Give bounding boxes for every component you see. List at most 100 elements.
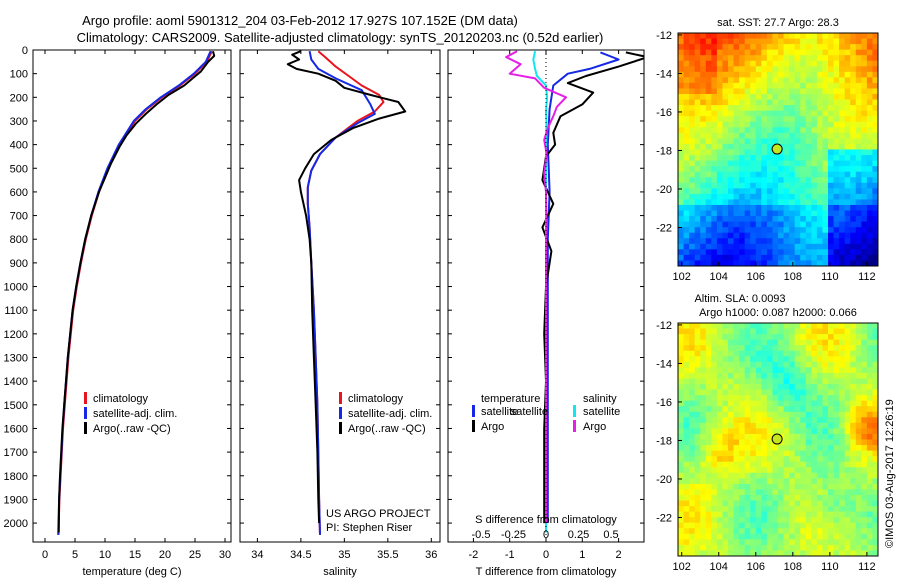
heatmap-cell <box>750 66 757 73</box>
heatmap-cell <box>733 450 740 457</box>
heatmap-cell <box>716 60 723 67</box>
heatmap-cell <box>778 461 784 468</box>
heatmap-cell <box>861 160 868 167</box>
heatmap-cell <box>811 489 818 496</box>
heatmap-cell <box>789 323 796 329</box>
heatmap-cell <box>855 450 862 457</box>
heatmap-cell <box>811 417 818 424</box>
heatmap-cell <box>755 210 762 217</box>
heatmap-cell <box>755 395 762 402</box>
heatmap-cell <box>733 149 740 156</box>
heatmap-cell <box>733 361 740 368</box>
heatmap-cell <box>761 143 768 150</box>
heatmap-cell <box>739 544 746 551</box>
heatmap-cell <box>811 339 818 346</box>
heatmap-cell <box>700 216 707 223</box>
heatmap-cell <box>716 160 723 167</box>
heatmap-cell <box>811 378 818 385</box>
heatmap-cell <box>844 350 851 357</box>
heatmap-cell <box>778 44 784 51</box>
heatmap-cell <box>855 361 862 368</box>
sla_map-lon-tick-label: 108 <box>784 561 802 573</box>
heatmap-cell <box>739 227 746 234</box>
heatmap-cell <box>700 483 707 490</box>
heatmap-cell <box>744 216 751 223</box>
heatmap-cell <box>733 472 740 479</box>
heatmap-cell <box>866 77 873 84</box>
heatmap-cell <box>816 160 823 167</box>
heatmap-cell <box>772 367 779 374</box>
heatmap-cell <box>739 138 746 145</box>
heatmap-cell <box>800 494 807 501</box>
heatmap-cell <box>789 182 796 189</box>
heatmap-cell <box>700 77 707 84</box>
heatmap-cell <box>694 99 701 106</box>
heatmap-cell <box>800 539 807 546</box>
heatmap-cell <box>744 254 751 261</box>
heatmap-cell <box>689 188 696 195</box>
heatmap-cell <box>700 395 707 402</box>
heatmap-cell <box>811 160 818 167</box>
heatmap-cell <box>728 384 734 390</box>
heatmap-cell <box>778 550 784 556</box>
heatmap-cell <box>744 467 751 474</box>
heatmap-cell <box>789 227 796 234</box>
heatmap-cell <box>728 88 734 95</box>
heatmap-cell <box>678 177 684 184</box>
heatmap-cell <box>744 166 751 173</box>
heatmap-cell <box>839 500 846 507</box>
heatmap-cell <box>844 232 851 239</box>
sla_map-lon-tick-label: 102 <box>673 561 691 573</box>
heatmap-cell <box>716 71 723 78</box>
heatmap-cell <box>744 345 751 352</box>
heatmap-cell <box>766 155 773 161</box>
heatmap-cell <box>811 461 818 468</box>
heatmap-cell <box>722 155 729 161</box>
heatmap-cell <box>689 166 696 173</box>
heatmap-cell <box>689 49 696 56</box>
heatmap-cell <box>772 511 779 518</box>
heatmap-cell <box>844 450 851 457</box>
heatmap-cell <box>794 361 801 368</box>
heatmap-cell <box>694 500 701 507</box>
heatmap-cell <box>778 55 784 62</box>
heatmap-cell <box>861 439 868 446</box>
heatmap-cell <box>705 60 712 67</box>
heatmap-cell <box>678 260 684 266</box>
heatmap-cell <box>750 71 757 78</box>
heatmap-cell <box>722 428 729 435</box>
heatmap-cell <box>839 221 846 228</box>
heatmap-cell <box>833 132 840 139</box>
heatmap-cell <box>766 472 773 479</box>
heatmap-cell <box>800 216 807 223</box>
heatmap-cell <box>839 94 846 100</box>
heatmap-cell <box>850 110 857 117</box>
heatmap-cell <box>855 550 862 556</box>
depth-tick-label: 600 <box>10 187 28 199</box>
heatmap-cell <box>755 60 762 67</box>
diff-legend-s-satellite-swatch <box>573 405 576 417</box>
heatmap-cell <box>828 55 834 62</box>
heatmap-cell <box>683 378 690 385</box>
heatmap-cell <box>855 417 862 424</box>
heatmap-cell <box>689 411 696 418</box>
heatmap-cell <box>839 249 846 256</box>
heatmap-cell <box>861 494 868 501</box>
heatmap-cell <box>772 494 779 501</box>
heatmap-cell <box>722 249 729 256</box>
heatmap-cell <box>716 472 723 479</box>
heatmap-cell <box>800 210 807 217</box>
heatmap-cell <box>816 94 823 100</box>
argo-position-marker <box>771 433 783 445</box>
heatmap-cell <box>872 361 878 368</box>
heatmap-cell <box>739 467 746 474</box>
argo-position-marker <box>771 143 783 155</box>
heatmap-cell <box>755 433 762 440</box>
heatmap-cell <box>822 517 829 524</box>
heatmap-cell <box>839 478 846 485</box>
temperature-axes-frame <box>32 49 232 543</box>
heatmap-cell <box>683 243 690 250</box>
heatmap-cell <box>794 450 801 457</box>
heatmap-cell <box>733 389 740 396</box>
heatmap-cell <box>789 389 796 396</box>
